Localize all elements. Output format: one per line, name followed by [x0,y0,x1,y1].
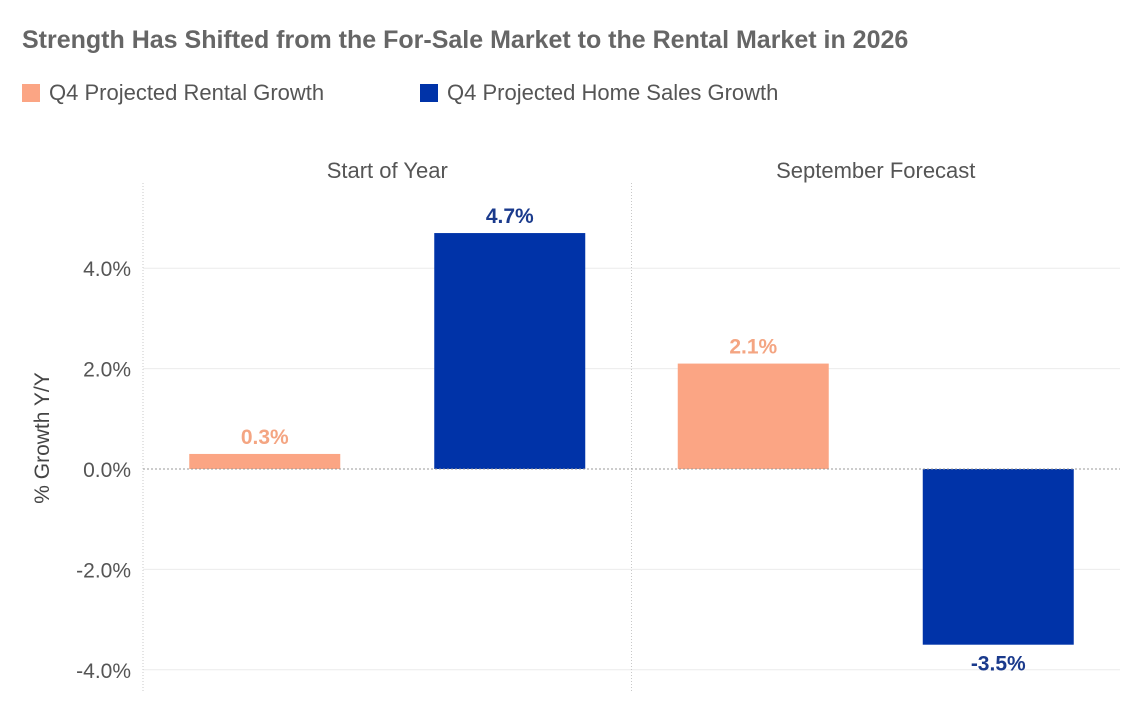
bar-1-0 [677,363,829,469]
legend-swatch-rental [22,84,40,102]
y-tick-label-3: -2.0% [76,559,131,582]
data-label-1-1: -3.5% [971,653,1026,676]
y-tick-label-2: 0.0% [83,459,131,482]
data-label-0-0: 0.3% [241,426,289,449]
data-label-1-0: 2.1% [729,336,777,359]
bar-0-0 [189,453,341,469]
legend-swatch-home-sales [420,84,438,102]
facet-label-1: September Forecast [776,158,975,183]
y-tick-label-1: 2.0% [83,359,131,382]
legend-label-rental: Q4 Projected Rental Growth [49,80,325,105]
legend-item-home-sales: Q4 Projected Home Sales Growth [420,80,778,106]
data-label-0-1: 4.7% [486,205,534,228]
legend-label-home-sales: Q4 Projected Home Sales Growth [447,80,779,105]
facet-label-0: Start of Year [327,158,448,183]
y-tick-label-0: 4.0% [83,258,131,281]
y-tick-label-4: -4.0% [76,660,131,683]
y-axis-title: % Growth Y/Y [31,372,54,504]
bar-1-1 [922,469,1074,645]
legend-item-rental: Q4 Projected Rental Growth [22,80,324,106]
bar-0-1 [434,233,586,469]
chart-title: Strength Has Shifted from the For-Sale M… [22,26,909,54]
